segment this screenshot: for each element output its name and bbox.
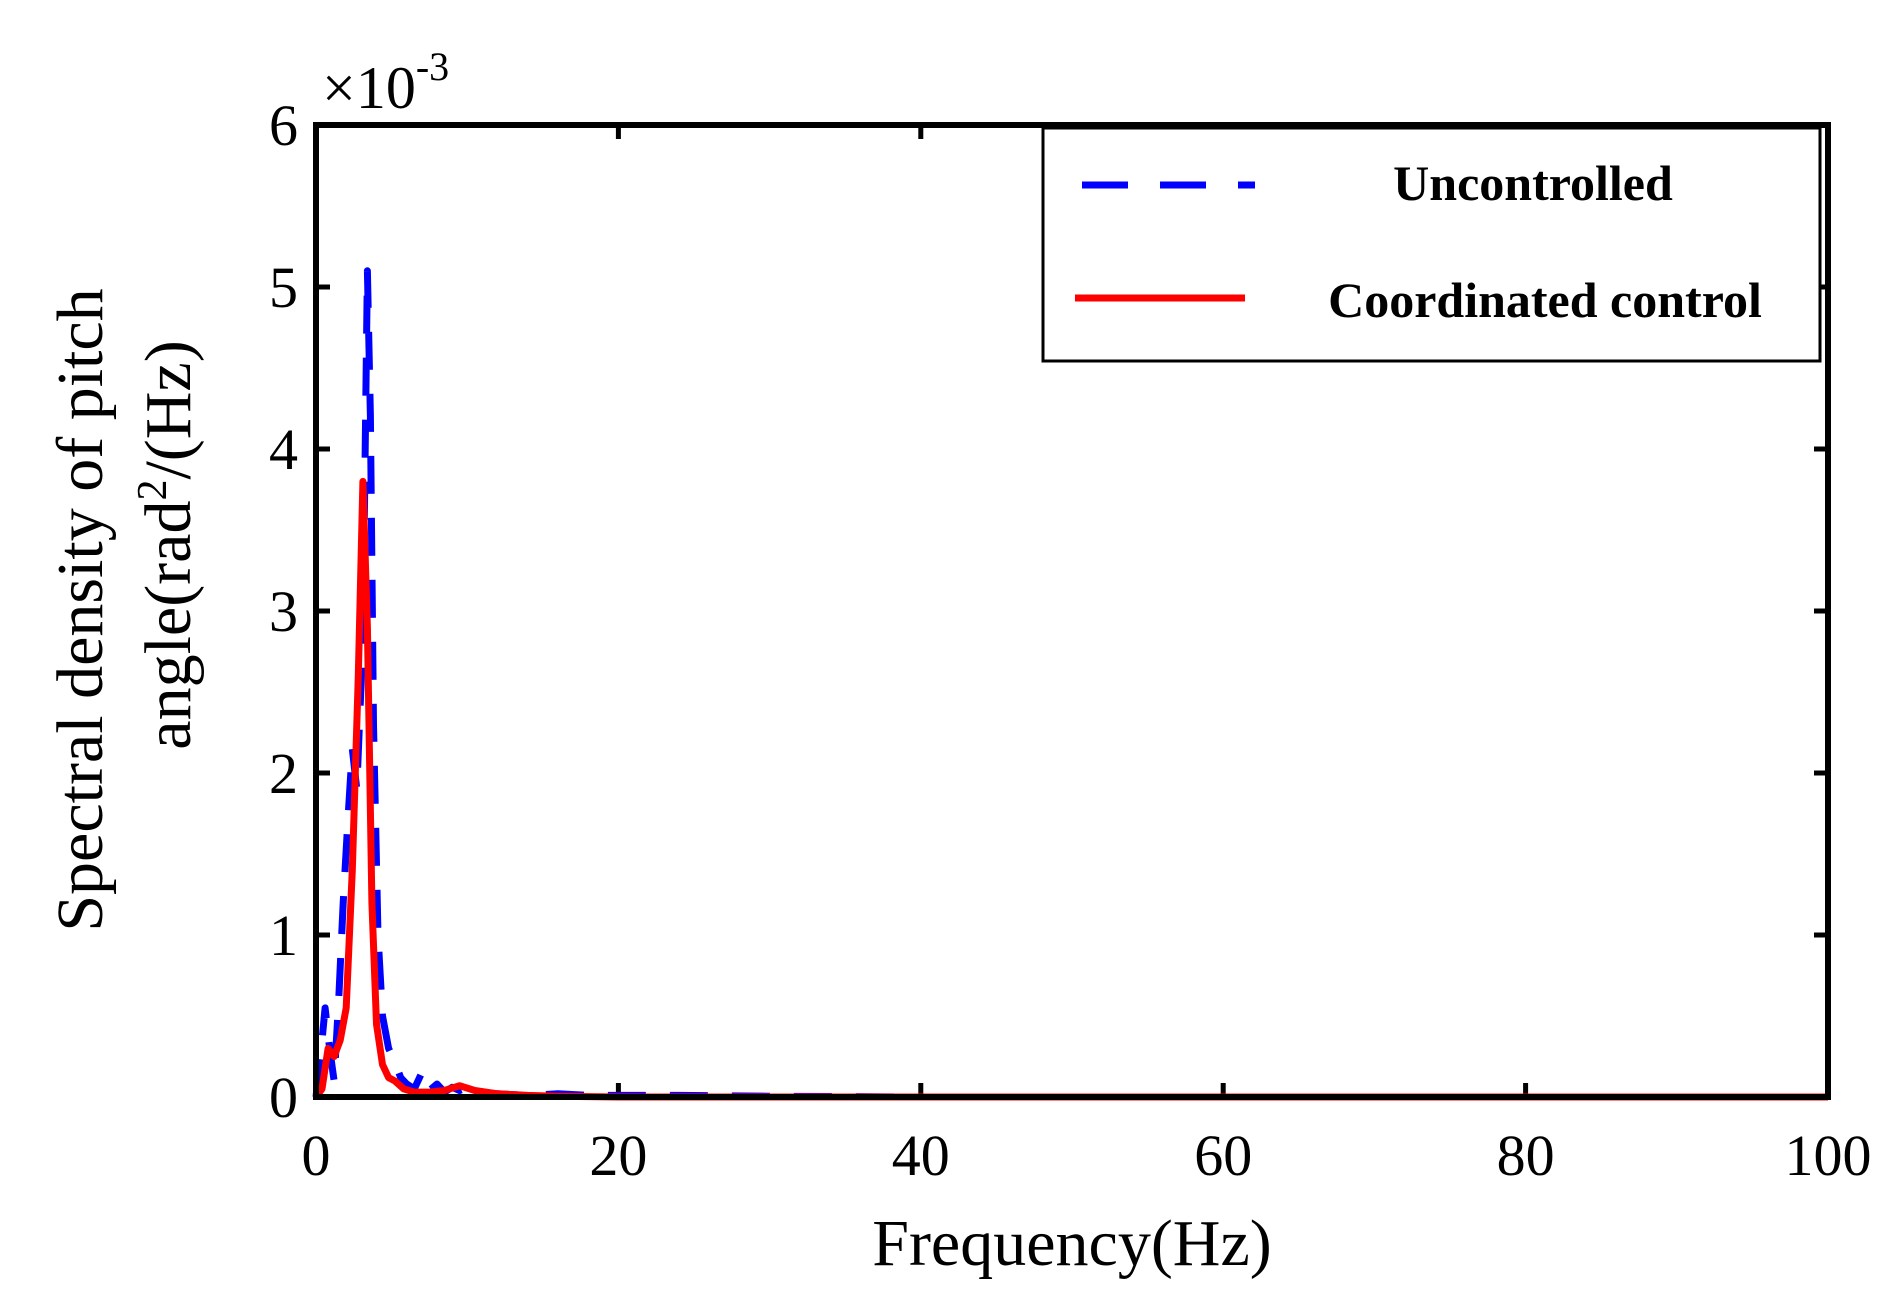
- x-tick-label: 80: [1497, 1123, 1555, 1188]
- y-tick-label: 1: [269, 903, 298, 968]
- x-tick-label: 60: [1194, 1123, 1252, 1188]
- x-tick-label: 40: [892, 1123, 950, 1188]
- y-tick-label: 6: [269, 93, 298, 158]
- legend-label-uncontrolled: Uncontrolled: [1393, 155, 1673, 211]
- x-tick-labels: 0 20 40 60 80 100: [302, 1123, 1872, 1188]
- y-multiplier-base: ×10: [322, 55, 416, 121]
- x-tick-label: 100: [1785, 1123, 1872, 1188]
- x-tick-label: 20: [589, 1123, 647, 1188]
- y-axis-title-line1: Spectral density of pitch: [44, 288, 117, 931]
- y-axis-title-prefix: angle(rad: [132, 501, 205, 750]
- y-axis-title-sup: 2: [130, 480, 176, 501]
- y-tick-label: 3: [269, 579, 298, 644]
- y-tick-labels: 0 1 2 3 4 5 6: [269, 93, 298, 1130]
- y-axis-title-suffix: /(Hz): [132, 340, 205, 479]
- plot-frame: [313, 122, 1831, 1100]
- x-tick-label: 0: [302, 1123, 331, 1188]
- y-tick-label: 4: [269, 417, 298, 482]
- x-axis-title: Frequency(Hz): [872, 1207, 1271, 1280]
- y-tick-label: 2: [269, 741, 298, 806]
- y-tick-label: 5: [269, 255, 298, 320]
- y-tick-label: 0: [269, 1065, 298, 1130]
- legend-label-coordinated: Coordinated control: [1328, 272, 1762, 328]
- legend-box: [1041, 126, 1822, 363]
- legend: Uncontrolled Coordinated control: [1041, 126, 1822, 363]
- y-axis-title-line2: angle(rad2/(Hz): [130, 340, 205, 749]
- y-multiplier: ×10-3: [322, 44, 449, 121]
- y-multiplier-exp: -3: [416, 44, 449, 89]
